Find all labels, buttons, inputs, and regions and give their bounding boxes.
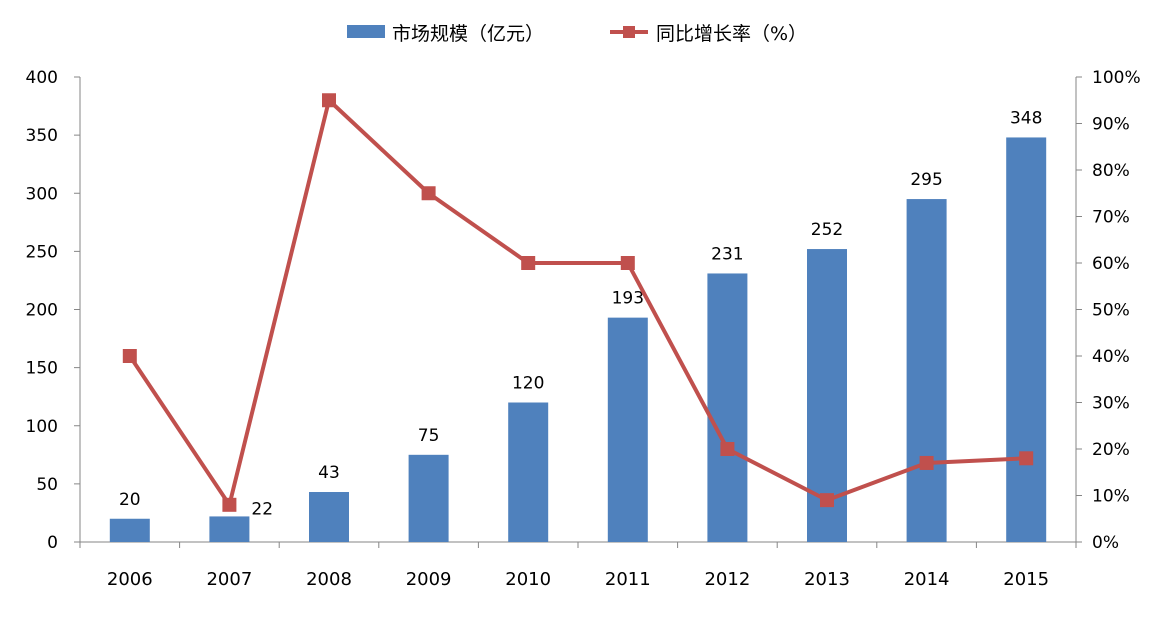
bar [1006, 137, 1047, 542]
right-axis-tick-label: 100% [1092, 68, 1141, 88]
bar-data-label: 193 [612, 289, 644, 309]
right-axis-tick-label: 70% [1092, 208, 1130, 228]
x-axis-tick-label: 2012 [704, 569, 750, 590]
right-axis-tick-label: 90% [1092, 115, 1130, 135]
x-axis-tick-label: 2014 [904, 569, 950, 590]
bar-data-label: 120 [512, 374, 544, 394]
growth-line-marker [620, 256, 635, 270]
left-axis-tick-label: 0 [47, 533, 58, 553]
x-axis-tick-label: 2011 [605, 569, 651, 590]
left-axis-tick-label: 100 [26, 417, 58, 437]
x-axis-tick-label: 2010 [505, 569, 551, 590]
bar-data-label: 22 [251, 499, 273, 519]
bars [109, 137, 1047, 543]
right-axis-tick-label: 40% [1092, 347, 1130, 367]
x-axis-tick-label: 2013 [804, 569, 850, 590]
growth-line [122, 93, 1034, 512]
legend: 市场规模（亿元） 同比增长率（%） [347, 23, 807, 45]
x-axis-tick-label: 2015 [1003, 569, 1049, 590]
left-axis-tick-label: 250 [26, 242, 58, 262]
growth-line-marker [1019, 451, 1034, 466]
left-axis-tick-label: 50 [36, 475, 58, 495]
legend-line-marker [623, 26, 635, 38]
bar [109, 518, 150, 542]
legend-line-label: 同比增长率（%） [656, 23, 807, 45]
right-axis-tick-label: 10% [1092, 487, 1130, 507]
legend-bar-swatch [347, 25, 385, 38]
bar [707, 273, 748, 542]
bar [607, 317, 648, 542]
growth-line-marker [322, 93, 336, 108]
x-axis-tick-label: 2008 [306, 569, 352, 590]
right-axis-tick-label: 50% [1092, 301, 1130, 321]
growth-line-path [128, 98, 1027, 507]
bar-data-label: 75 [418, 426, 440, 446]
growth-line-marker [421, 186, 436, 201]
left-axis-tick-label: 350 [26, 126, 58, 146]
growth-line-marker [222, 497, 237, 512]
right-axis-tick-label: 0% [1092, 533, 1119, 553]
bar [309, 492, 349, 542]
bar-data-label: 348 [1010, 108, 1042, 128]
bar [408, 454, 449, 542]
growth-line-marker [521, 256, 536, 270]
x-axis-tick-label: 2007 [206, 569, 252, 590]
right-axis-tick-label: 60% [1092, 254, 1130, 274]
bar-data-label: 231 [711, 244, 743, 264]
x-axis-tick-label: 2006 [107, 569, 153, 590]
bar [508, 402, 549, 542]
left-axis-tick-label: 400 [26, 68, 58, 88]
growth-line-marker [122, 349, 137, 363]
right-axis-tick-label: 20% [1092, 440, 1130, 460]
left-axis-tick-label: 300 [26, 184, 58, 204]
legend-bar-label: 市场规模（亿元） [392, 23, 544, 45]
bar [906, 199, 947, 542]
left-axis-tick-label: 200 [26, 301, 58, 321]
right-axis-tick-label: 80% [1092, 161, 1130, 181]
axes: 0 50 100 150 200 250 300 350 400 0% 10% 20% 30% 40% 50… [26, 68, 1141, 590]
bar-data-labels: 20 22 43 75 120 193 231 252 295 348 [119, 108, 1042, 519]
right-axis-tick-label: 30% [1092, 394, 1130, 414]
bar-data-label: 295 [910, 170, 942, 190]
growth-line-marker [919, 455, 934, 470]
bar-data-label: 252 [811, 220, 843, 240]
growth-line-marker [720, 442, 735, 456]
x-axis-tick-label: 2009 [406, 569, 452, 590]
left-axis-tick-label: 150 [26, 359, 58, 379]
bar [209, 516, 250, 542]
bar-data-label: 43 [318, 463, 340, 483]
bar-data-label: 20 [119, 490, 141, 510]
growth-line-marker [820, 493, 834, 508]
